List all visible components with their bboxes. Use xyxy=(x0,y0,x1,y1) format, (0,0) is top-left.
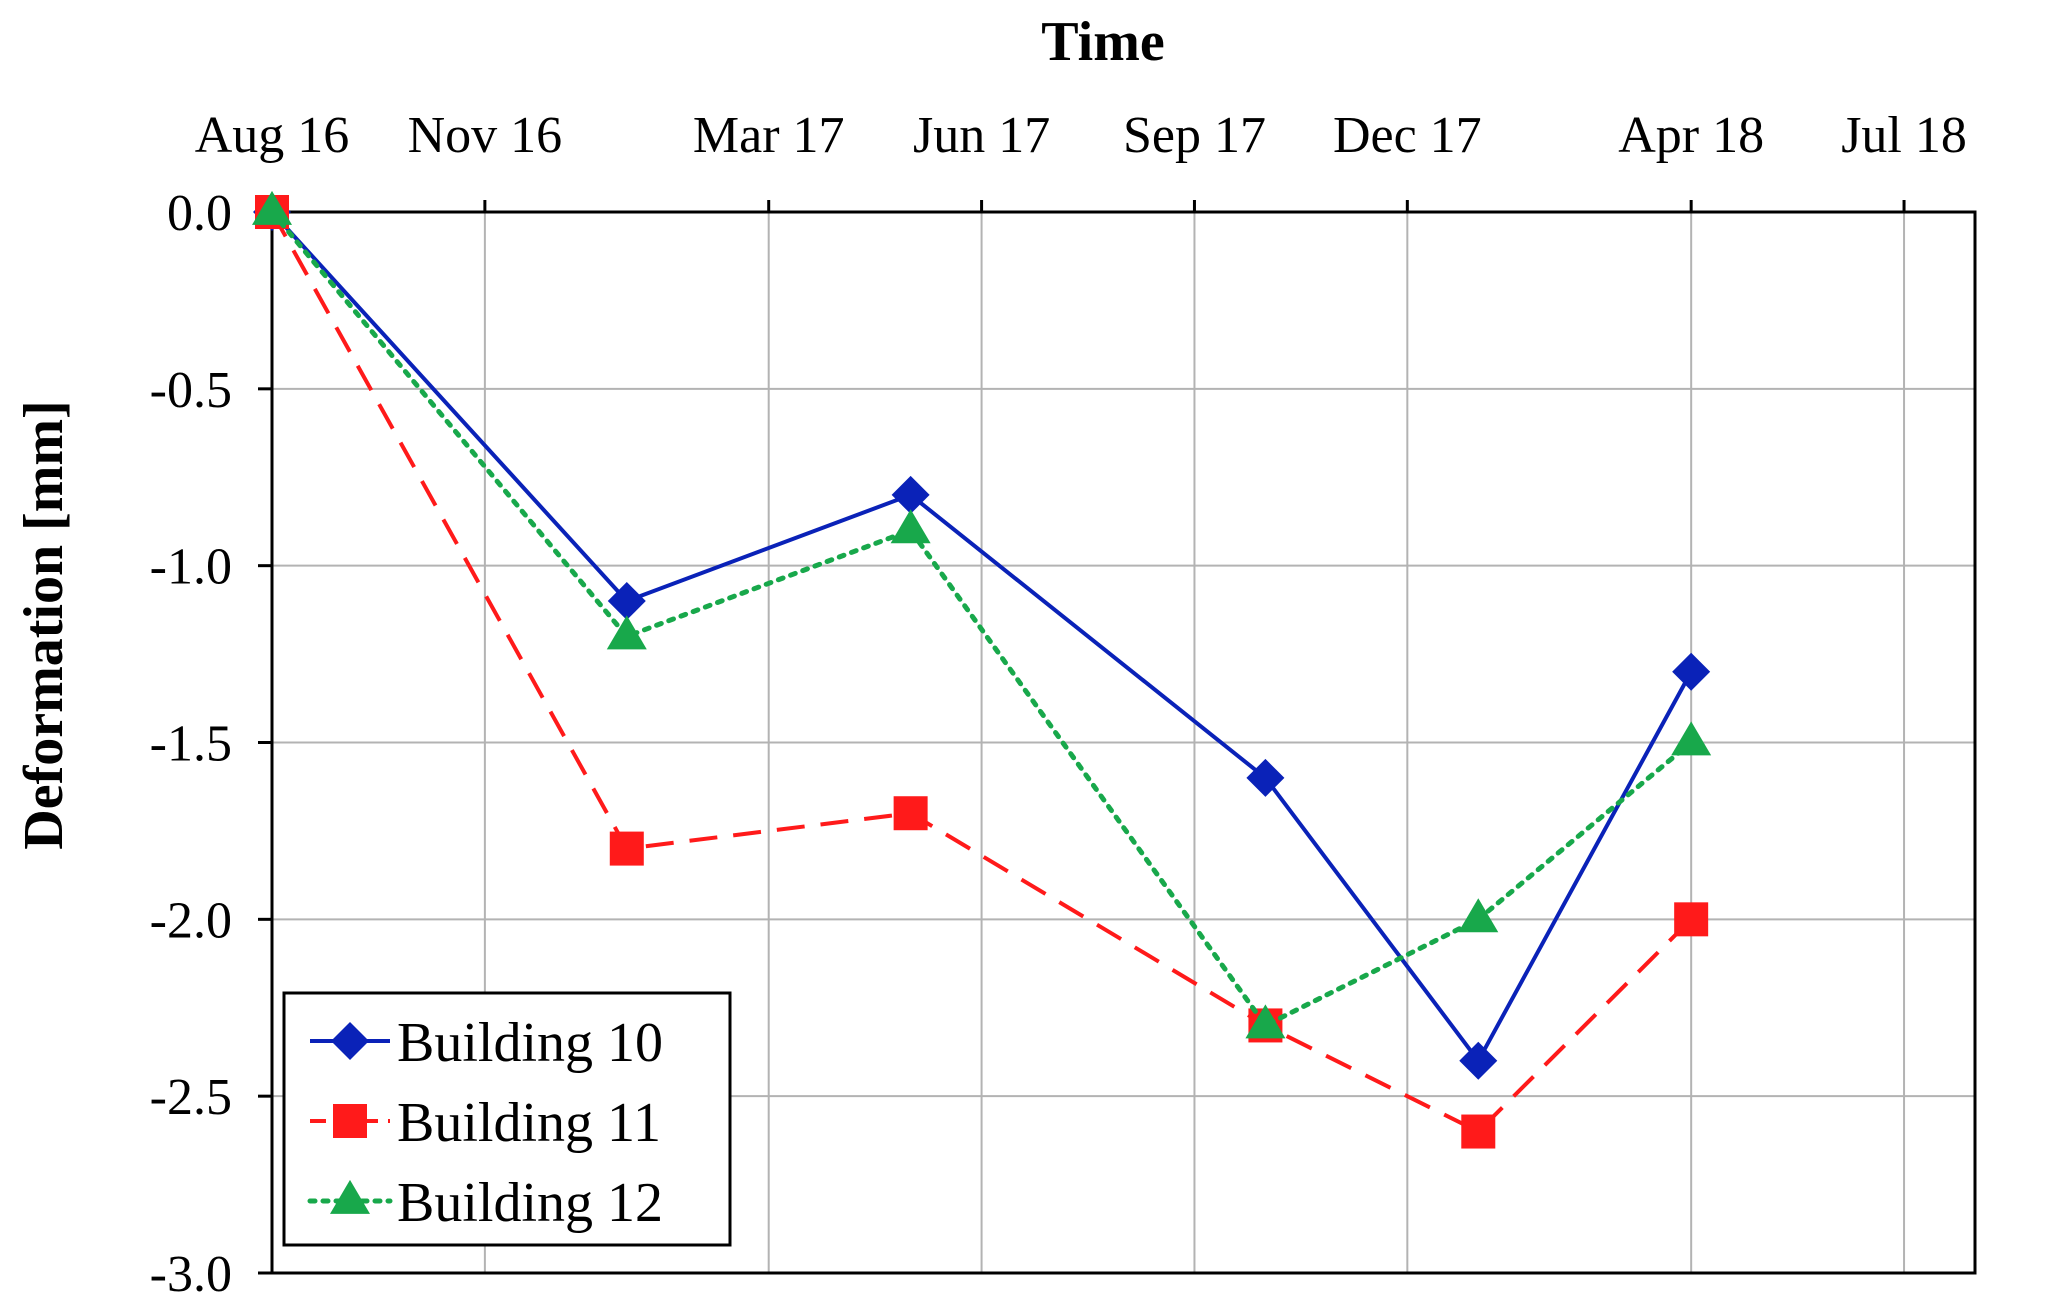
series-point xyxy=(1672,652,1711,691)
y-tick-label: -2.0 xyxy=(150,892,232,949)
x-tick-label: Aug 16 xyxy=(195,107,350,164)
x-tick-label: Apr 18 xyxy=(1618,107,1764,164)
series-point xyxy=(609,831,644,866)
x-axis-title: Time xyxy=(1041,11,1164,73)
series-point xyxy=(1671,721,1712,756)
series-group xyxy=(252,190,1712,1149)
series-point xyxy=(606,615,647,650)
legend-marker xyxy=(330,1179,370,1214)
series-point xyxy=(1459,1041,1498,1080)
y-tick-label: -1.5 xyxy=(150,716,232,773)
series-line xyxy=(269,209,1694,1029)
series-point xyxy=(893,796,928,831)
x-tick-label: Nov 16 xyxy=(408,107,563,164)
series-point xyxy=(891,475,930,514)
x-tick-label: Jul 18 xyxy=(1841,107,1967,164)
series-point xyxy=(1246,758,1285,797)
y-tick-label: -3.0 xyxy=(150,1246,232,1303)
series-line xyxy=(270,210,1693,1065)
legend-marker xyxy=(331,1022,369,1060)
legend-label: Building 11 xyxy=(397,1092,661,1154)
x-tick-label: Dec 17 xyxy=(1333,107,1482,164)
legend-item: Building 10 xyxy=(310,1012,663,1074)
series-line xyxy=(270,211,1693,1134)
legend-item: Building 12 xyxy=(307,1172,663,1234)
y-tick-labels: 0.0 -0.5 -1.0 -1.5 -2.0 -2.5 -3.0 xyxy=(150,185,272,1303)
series-point xyxy=(1674,902,1709,937)
x-tick-label: Sep 17 xyxy=(1123,107,1266,164)
legend: Building 10 Building 11 Building 12 xyxy=(282,991,732,1247)
series-point xyxy=(607,582,646,621)
series-point xyxy=(252,190,292,225)
series-point xyxy=(1458,898,1499,933)
legend-label: Building 10 xyxy=(397,1012,663,1074)
y-tick-label: -2.5 xyxy=(150,1069,232,1126)
series-point xyxy=(890,509,931,544)
x-tick-label: Mar 17 xyxy=(693,107,845,164)
legend-marker xyxy=(333,1104,367,1138)
y-tick-label: -0.5 xyxy=(150,362,232,419)
series-3 xyxy=(252,190,1712,1039)
x-tick-labels: Aug 16 Nov 16 Mar 17 Jun 17 Sep 17 Dec 17 Apr … xyxy=(195,107,1967,212)
y-axis-title: Deformation [mm] xyxy=(13,400,75,849)
series-point xyxy=(1245,1004,1286,1039)
y-tick-label: 0.0 xyxy=(167,185,232,242)
y-tick-label: -1.0 xyxy=(150,539,232,596)
series-point xyxy=(1461,1114,1496,1149)
x-tick-label: Jun 17 xyxy=(913,107,1050,164)
legend-item: Building 11 xyxy=(310,1092,661,1154)
legend-label: Building 12 xyxy=(397,1172,663,1234)
